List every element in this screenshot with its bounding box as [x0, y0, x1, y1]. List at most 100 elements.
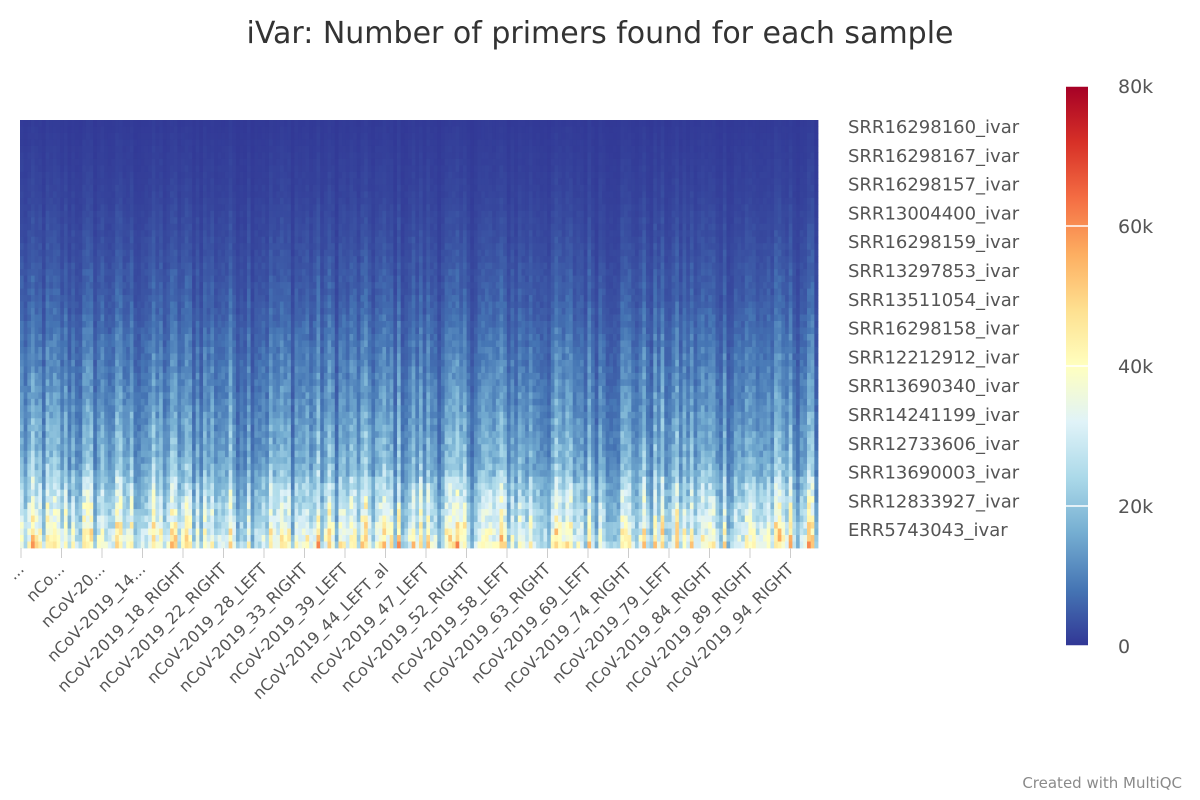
heatmap-cell[interactable] — [261, 249, 266, 257]
heatmap-cell[interactable] — [115, 197, 120, 205]
heatmap-cell[interactable] — [587, 184, 592, 192]
heatmap-cell[interactable] — [686, 178, 691, 186]
heatmap-cell[interactable] — [788, 126, 793, 134]
heatmap-cell[interactable] — [774, 120, 779, 127]
heatmap-cell[interactable] — [689, 204, 694, 212]
heatmap-cell[interactable] — [85, 171, 90, 179]
heatmap-cell[interactable] — [162, 262, 167, 270]
heatmap-cell[interactable] — [536, 256, 541, 264]
heatmap-cell[interactable] — [356, 139, 361, 147]
heatmap-cell[interactable] — [96, 223, 101, 231]
heatmap-cell[interactable] — [38, 158, 43, 166]
heatmap-cell[interactable] — [525, 171, 530, 179]
heatmap-cell[interactable] — [279, 152, 284, 160]
heatmap-cell[interactable] — [422, 223, 427, 231]
heatmap-cell[interactable] — [268, 145, 273, 153]
heatmap-cell[interactable] — [580, 184, 585, 192]
heatmap-cell[interactable] — [148, 132, 153, 140]
heatmap-cell[interactable] — [49, 132, 54, 140]
heatmap-cell[interactable] — [814, 165, 819, 173]
heatmap-cell[interactable] — [440, 126, 446, 134]
heatmap-cell[interactable] — [613, 243, 618, 251]
heatmap-cell[interactable] — [484, 152, 489, 160]
heatmap-cell[interactable] — [294, 184, 299, 192]
heatmap-cell[interactable] — [349, 197, 354, 205]
heatmap-cell[interactable] — [338, 223, 343, 231]
heatmap-cell[interactable] — [517, 249, 522, 257]
heatmap-cell[interactable] — [177, 236, 182, 244]
heatmap-cell[interactable] — [715, 236, 720, 244]
heatmap-cell[interactable] — [85, 126, 90, 134]
heatmap-cell[interactable] — [400, 152, 405, 160]
heatmap-cell[interactable] — [711, 178, 716, 186]
heatmap-cell[interactable] — [503, 230, 508, 238]
heatmap-cell[interactable] — [671, 184, 676, 192]
heatmap-cell[interactable] — [316, 158, 321, 166]
heatmap-cell[interactable] — [462, 256, 467, 264]
heatmap-cell[interactable] — [148, 145, 153, 153]
heatmap-cell[interactable] — [602, 223, 607, 231]
heatmap-cell[interactable] — [60, 171, 65, 179]
heatmap-cell[interactable] — [807, 249, 812, 257]
heatmap-cell[interactable] — [466, 178, 471, 186]
heatmap-cell[interactable] — [261, 197, 266, 205]
heatmap-cell[interactable] — [71, 191, 76, 199]
heatmap-cell[interactable] — [323, 262, 328, 270]
heatmap-cell[interactable] — [715, 171, 720, 179]
heatmap-cell[interactable] — [792, 158, 797, 166]
heatmap-cell[interactable] — [400, 223, 405, 231]
heatmap-cell[interactable] — [514, 230, 519, 238]
heatmap-cell[interactable] — [367, 262, 372, 270]
heatmap-cell[interactable] — [444, 256, 449, 264]
heatmap-cell[interactable] — [408, 204, 413, 212]
heatmap-cell[interactable] — [470, 256, 475, 264]
heatmap-cell[interactable] — [159, 178, 164, 186]
heatmap-cell[interactable] — [561, 262, 566, 270]
heatmap-cell[interactable] — [272, 165, 277, 173]
heatmap-cell[interactable] — [602, 152, 607, 160]
heatmap-cell[interactable] — [583, 236, 588, 244]
heatmap-cell[interactable] — [547, 249, 552, 257]
heatmap-cell[interactable] — [122, 184, 127, 192]
heatmap-cell[interactable] — [429, 184, 435, 192]
heatmap-cell[interactable] — [166, 126, 171, 134]
heatmap-cell[interactable] — [678, 120, 683, 127]
heatmap-cell[interactable] — [642, 210, 647, 218]
heatmap-cell[interactable] — [623, 256, 629, 264]
heatmap-cell[interactable] — [320, 243, 325, 251]
heatmap-cell[interactable] — [473, 243, 478, 251]
heatmap-cell[interactable] — [426, 243, 431, 251]
heatmap-cell[interactable] — [349, 191, 354, 199]
heatmap-cell[interactable] — [122, 132, 127, 140]
heatmap-cell[interactable] — [104, 249, 109, 257]
heatmap-cell[interactable] — [177, 145, 182, 153]
heatmap-cell[interactable] — [708, 165, 713, 173]
heatmap-cell[interactable] — [667, 152, 672, 160]
heatmap-cell[interactable] — [477, 191, 482, 199]
heatmap-cell[interactable] — [367, 165, 372, 173]
heatmap-cell[interactable] — [232, 243, 237, 251]
heatmap-cell[interactable] — [667, 158, 672, 166]
heatmap-cell[interactable] — [807, 145, 812, 153]
heatmap-cell[interactable] — [192, 158, 197, 166]
heatmap-cell[interactable] — [52, 120, 57, 127]
heatmap-cell[interactable] — [481, 236, 486, 244]
heatmap-cell[interactable] — [170, 223, 175, 231]
heatmap-cell[interactable] — [279, 256, 284, 264]
heatmap-cell[interactable] — [60, 256, 65, 264]
heatmap-cell[interactable] — [67, 145, 72, 153]
heatmap-cell[interactable] — [741, 223, 746, 231]
heatmap-cell[interactable] — [521, 165, 526, 173]
heatmap-cell[interactable] — [591, 256, 596, 264]
heatmap-cell[interactable] — [400, 184, 405, 192]
heatmap-cell[interactable] — [184, 132, 189, 140]
heatmap-cell[interactable] — [56, 145, 61, 153]
heatmap-cell[interactable] — [689, 236, 694, 244]
heatmap-cell[interactable] — [371, 217, 376, 225]
heatmap-cell[interactable] — [272, 152, 277, 160]
heatmap-cell[interactable] — [228, 171, 233, 179]
heatmap-cell[interactable] — [426, 132, 431, 140]
heatmap-cell[interactable] — [224, 223, 230, 231]
heatmap-cell[interactable] — [356, 184, 361, 192]
heatmap-cell[interactable] — [115, 243, 120, 251]
